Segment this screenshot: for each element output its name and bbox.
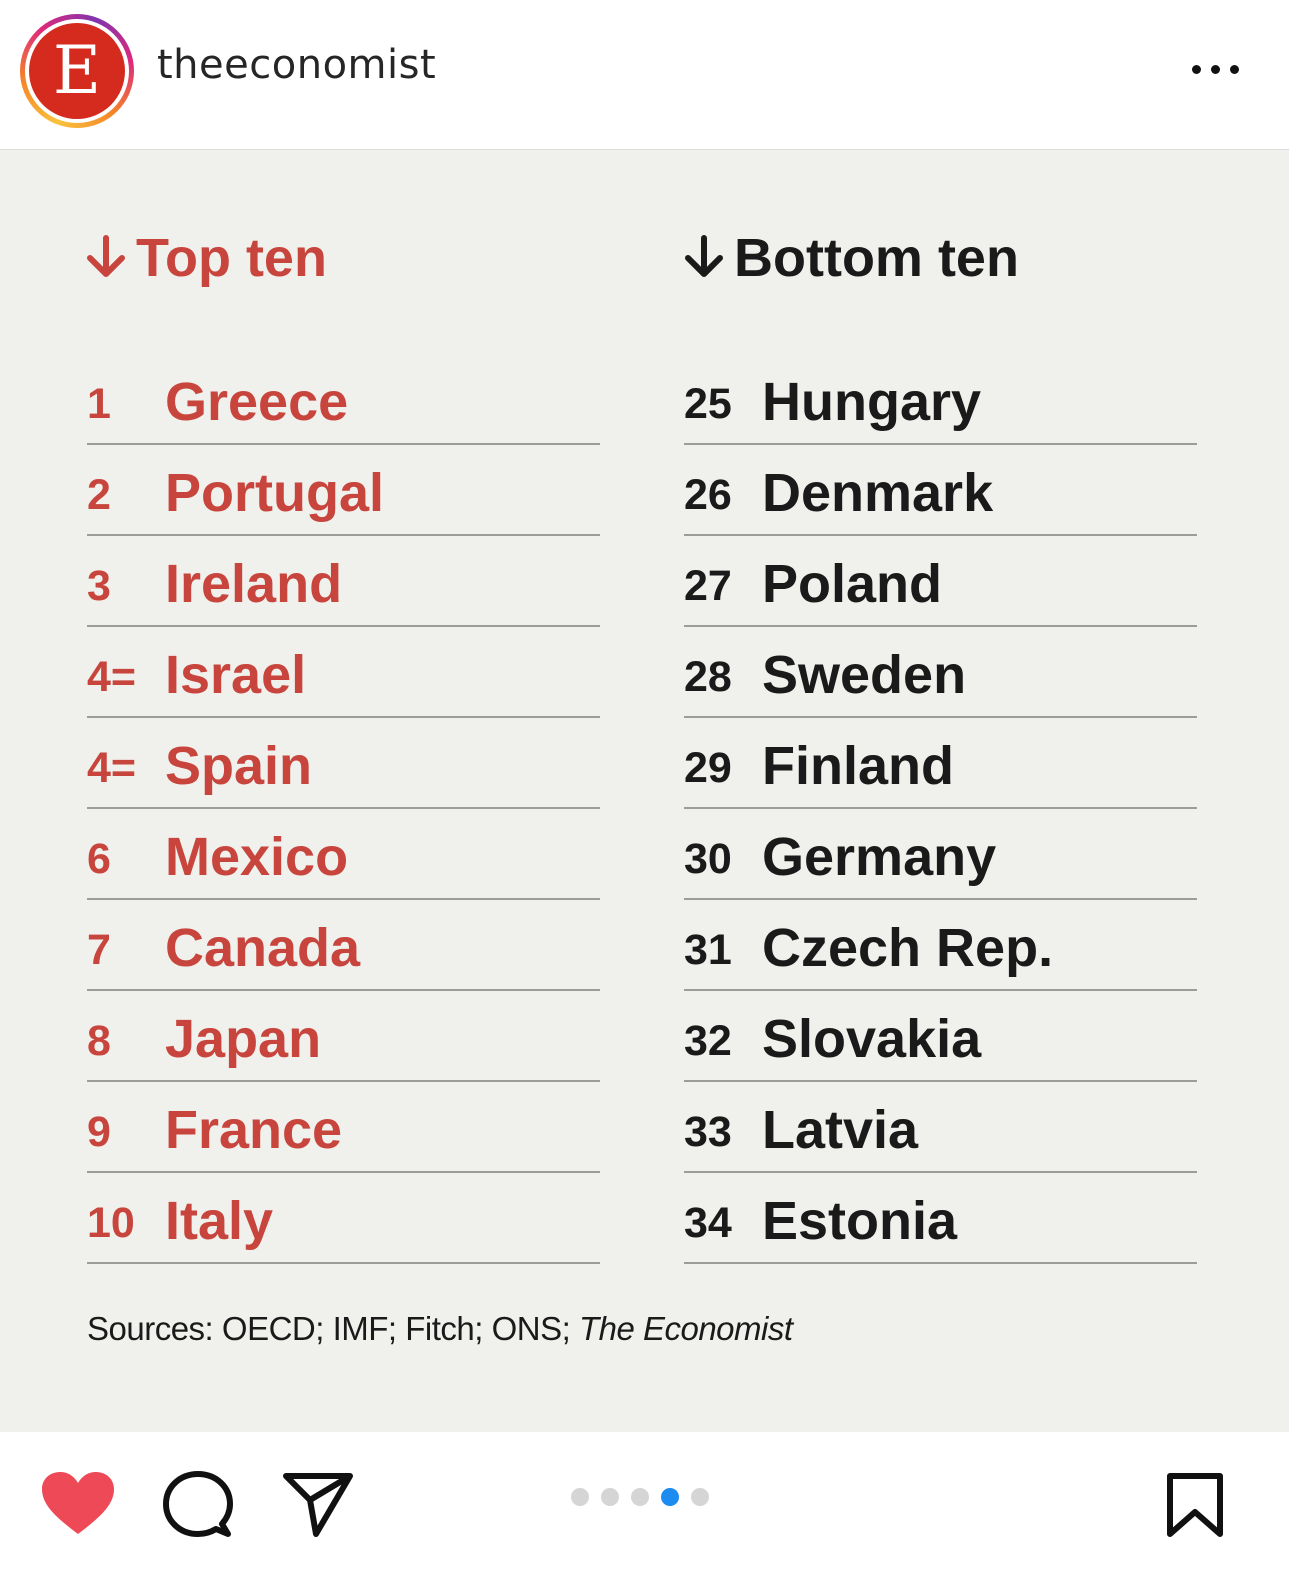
rank: 28 — [684, 653, 732, 701]
country: Mexico — [165, 827, 349, 887]
list-item: 4= Spain — [87, 720, 600, 809]
comment-icon[interactable] — [162, 1470, 234, 1542]
rank: 34 — [684, 1199, 732, 1247]
rank: 32 — [684, 1017, 732, 1065]
country: Spain — [165, 736, 313, 796]
down-arrow-icon — [87, 235, 125, 277]
rank: 30 — [684, 835, 732, 883]
sources-prefix: Sources: OECD; IMF; Fitch; ONS; — [87, 1310, 579, 1347]
country: France — [165, 1100, 343, 1160]
country: Ireland — [165, 554, 343, 614]
country: Estonia — [762, 1191, 958, 1251]
list-item: 25 Hungary — [684, 356, 1197, 445]
list-item: 26 Denmark — [684, 447, 1197, 536]
country: Japan — [165, 1009, 322, 1069]
rank: 8 — [87, 1017, 111, 1065]
more-options-icon[interactable] — [1186, 52, 1246, 88]
down-arrow-icon — [685, 235, 723, 277]
rank: 6 — [87, 835, 111, 883]
share-icon[interactable] — [282, 1470, 354, 1538]
carousel-dot — [601, 1488, 619, 1506]
country: Czech Rep. — [762, 918, 1054, 978]
rank: 7 — [87, 926, 111, 974]
list-item: 3 Ireland — [87, 538, 600, 627]
carousel-dot — [691, 1488, 709, 1506]
list-item: 1 Greece — [87, 356, 600, 445]
list-item: 4= Israel — [87, 629, 600, 718]
post-header: E theeconomist — [0, 0, 1289, 150]
rank: 31 — [684, 926, 732, 974]
sources-publication: The Economist — [578, 1310, 793, 1347]
bottom-ten-heading: Bottom ten — [684, 228, 1019, 288]
bottom-ten-list: 25 Hungary 26 Denmark 27 Poland 28 Sweden 29… — [684, 356, 1197, 1266]
country: Hungary — [762, 372, 982, 432]
post-image: Top ten Bottom ten 1 Greece 2 Portugal 3 Ir… — [0, 150, 1289, 1432]
country: Poland — [762, 554, 943, 614]
rank: 1 — [87, 380, 111, 428]
list-item: 31 Czech Rep. — [684, 902, 1197, 991]
rank: 27 — [684, 562, 732, 610]
list-item: 10 Italy — [87, 1175, 600, 1264]
list-item: 30 Germany — [684, 811, 1197, 900]
top-ten-list: 1 Greece 2 Portugal 3 Ireland 4= Israel 4= Sp… — [87, 356, 600, 1266]
rank: 26 — [684, 471, 732, 519]
country: Israel — [165, 645, 307, 705]
list-item: 28 Sweden — [684, 629, 1197, 718]
economist-logo: E — [29, 23, 125, 119]
carousel-dot — [571, 1488, 589, 1506]
rank: 9 — [87, 1108, 111, 1156]
country: Latvia — [762, 1100, 919, 1160]
heart-icon[interactable] — [40, 1470, 116, 1536]
list-item: 6 Mexico — [87, 811, 600, 900]
country: Greece — [165, 372, 349, 432]
country: Slovakia — [762, 1009, 982, 1069]
avatar-ring-gap: E — [25, 19, 129, 123]
country: Canada — [165, 918, 361, 978]
top-ten-heading: Top ten — [86, 228, 327, 288]
bottom-ten-title: Bottom ten — [734, 228, 1019, 288]
carousel-dot — [631, 1488, 649, 1506]
country: Denmark — [762, 463, 994, 523]
post-actions — [0, 1432, 1289, 1579]
list-item: 9 France — [87, 1084, 600, 1173]
rank: 2 — [87, 471, 111, 519]
rank: 4= — [87, 744, 137, 792]
list-item: 33 Latvia — [684, 1084, 1197, 1173]
rank: 25 — [684, 380, 732, 428]
sources-note: Sources: OECD; IMF; Fitch; ONS; The Econ… — [87, 1310, 793, 1348]
avatar[interactable]: E — [20, 14, 134, 128]
list-item: 29 Finland — [684, 720, 1197, 809]
rank: 4= — [87, 653, 137, 701]
country: Germany — [762, 827, 997, 887]
carousel-indicator — [571, 1488, 721, 1508]
bookmark-icon[interactable] — [1166, 1472, 1224, 1538]
username[interactable]: theeconomist — [157, 42, 437, 88]
top-ten-title: Top ten — [136, 228, 327, 288]
country: Finland — [762, 736, 954, 796]
list-item: 32 Slovakia — [684, 993, 1197, 1082]
rank: 10 — [87, 1199, 135, 1247]
list-item: 7 Canada — [87, 902, 600, 991]
country: Portugal — [165, 463, 385, 523]
list-item: 27 Poland — [684, 538, 1197, 627]
carousel-dot-active — [661, 1488, 679, 1506]
list-item: 8 Japan — [87, 993, 600, 1082]
rank: 33 — [684, 1108, 732, 1156]
rank: 3 — [87, 562, 111, 610]
country: Italy — [165, 1191, 274, 1251]
country: Sweden — [762, 645, 967, 705]
list-item: 2 Portugal — [87, 447, 600, 536]
rank: 29 — [684, 744, 732, 792]
list-item: 34 Estonia — [684, 1175, 1197, 1264]
